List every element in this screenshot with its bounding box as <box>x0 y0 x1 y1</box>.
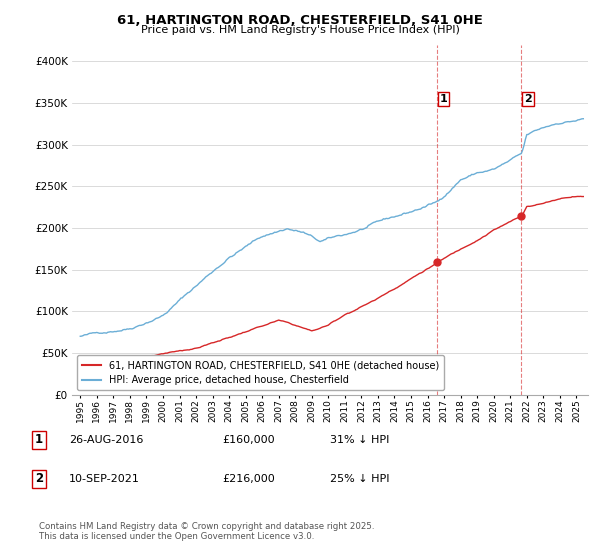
Text: 1: 1 <box>440 94 448 104</box>
Text: 2: 2 <box>35 472 43 486</box>
Text: 61, HARTINGTON ROAD, CHESTERFIELD, S41 0HE: 61, HARTINGTON ROAD, CHESTERFIELD, S41 0… <box>117 14 483 27</box>
Text: 2: 2 <box>524 94 532 104</box>
Text: 25% ↓ HPI: 25% ↓ HPI <box>330 474 389 484</box>
Text: 1: 1 <box>35 433 43 446</box>
Text: £216,000: £216,000 <box>222 474 275 484</box>
Text: Contains HM Land Registry data © Crown copyright and database right 2025.
This d: Contains HM Land Registry data © Crown c… <box>39 522 374 542</box>
Text: Price paid vs. HM Land Registry's House Price Index (HPI): Price paid vs. HM Land Registry's House … <box>140 25 460 35</box>
Text: £160,000: £160,000 <box>222 435 275 445</box>
Legend: 61, HARTINGTON ROAD, CHESTERFIELD, S41 0HE (detached house), HPI: Average price,: 61, HARTINGTON ROAD, CHESTERFIELD, S41 0… <box>77 356 444 390</box>
Text: 31% ↓ HPI: 31% ↓ HPI <box>330 435 389 445</box>
Text: 10-SEP-2021: 10-SEP-2021 <box>69 474 140 484</box>
Text: 26-AUG-2016: 26-AUG-2016 <box>69 435 143 445</box>
